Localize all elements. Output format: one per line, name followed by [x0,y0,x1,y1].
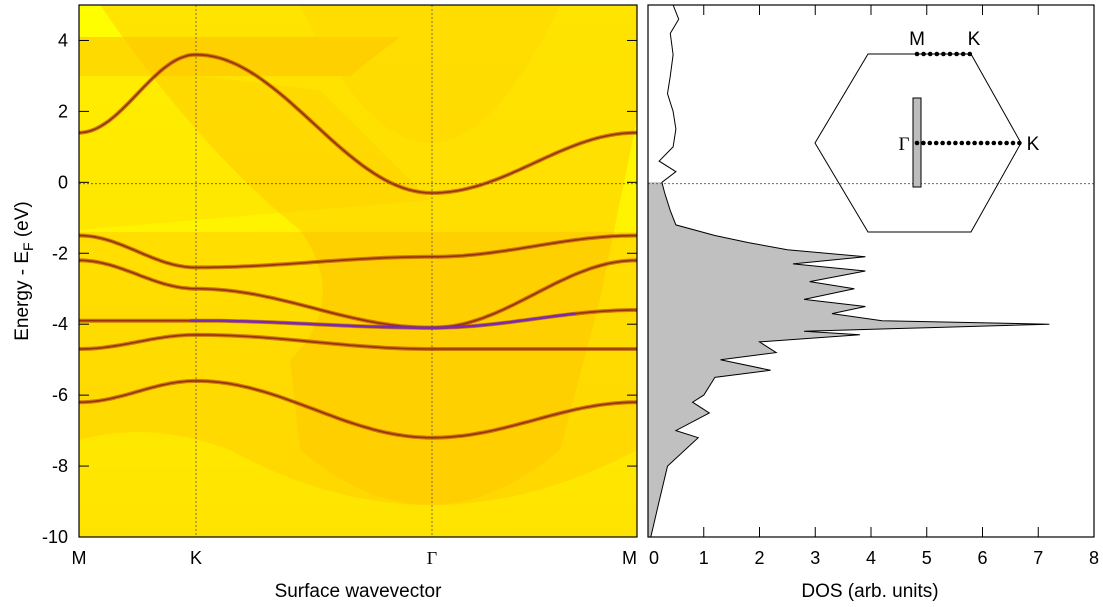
k-path-dot [921,51,926,57]
y-tick-label: 2 [58,101,68,121]
k-path-dot [997,140,1003,146]
dos-curve [650,5,1050,537]
y-tick-label: -4 [52,314,68,334]
dos-x-tick-label: 7 [1033,548,1043,568]
k-path-dot [985,140,990,146]
dos-x-tick-label: 2 [754,548,764,568]
dos-x-tick-label: 3 [810,548,820,568]
k-path-dot [978,140,984,146]
k-path-dot [967,51,973,57]
band-lines [79,52,637,440]
dos-x-tick-label: 5 [922,548,932,568]
x-tick-K: K [190,548,202,568]
dos-x-tick-label: 6 [977,548,987,568]
k-path-dot [946,140,952,146]
x-tick-M-right: M [622,548,637,568]
band-panel-frame [78,4,638,538]
band-line [79,380,637,439]
y-axis-label: Energy - EF (eV) [12,201,36,341]
k-path-dot [953,140,958,146]
k-path-dot [933,140,939,146]
dos-x-tick-label: 4 [866,548,876,568]
k-path-dots [914,51,1022,146]
dos-x-axis-ticks: 0 1 2 3 4 5 6 7 8 [649,5,1099,568]
k-path-dot [927,51,933,57]
y-tick-label: 0 [58,172,68,192]
band-line [79,234,637,269]
k-path-dot [934,51,940,57]
brillouin-zone-inset: M K Γ K [814,29,1040,233]
k-path-dot [914,51,920,57]
k-path-dot [960,51,966,57]
k-path-dot [965,140,971,146]
k-path-dot [972,140,977,146]
y-axis-ticks: 4 2 0 -2 -4 -6 -8 -10 [42,30,1094,547]
k-path-dot [914,140,920,146]
y-tick-label: -2 [52,243,68,263]
x-tick-Gamma: Γ [427,548,437,568]
x-tick-M-left: M [72,548,87,568]
y-tick-label: -10 [42,527,68,547]
inset-label-K-top: K [968,29,981,50]
inset-label-M: M [909,29,925,50]
band-line-highlight [190,312,576,329]
band-map-shading [79,5,637,537]
k-path-dot [1004,140,1009,146]
inset-label-Gamma: Γ [899,134,910,155]
band-line [79,259,637,329]
dos-x-tick-label: 1 [699,548,709,568]
k-path-dot [940,140,945,146]
dos-x-tick-label: 8 [1089,548,1099,568]
dos-panel: 0 1 2 3 4 5 6 7 8 DOS (arb. units) M K Γ K [647,4,1099,602]
k-path-dot [1017,140,1022,146]
k-path-dot [947,51,953,57]
k-path-dot [959,140,965,146]
y-tick-label: -6 [52,385,68,405]
dos-filled-area [648,182,1050,537]
k-path-dot [991,140,997,146]
y-tick-label: -8 [52,456,68,476]
y-tick-label: 4 [58,30,68,50]
k-path-dot [921,140,926,146]
band-line [79,333,637,350]
k-path-dot [954,51,959,57]
band-structure-panel: 4 2 0 -2 -4 -6 -8 -10 M K Γ M Surface wavevecto… [12,4,1094,602]
k-path-dot [927,140,933,146]
k-path-dot [1010,140,1016,146]
k-path-dot [941,51,946,57]
dos-x-tick-label: 0 [649,548,659,568]
x-axis-label-left: Surface wavevector [275,581,443,602]
x-axis-label-right: DOS (arb. units) [801,581,938,602]
band-line [79,53,637,194]
inset-label-K-right: K [1027,134,1040,155]
